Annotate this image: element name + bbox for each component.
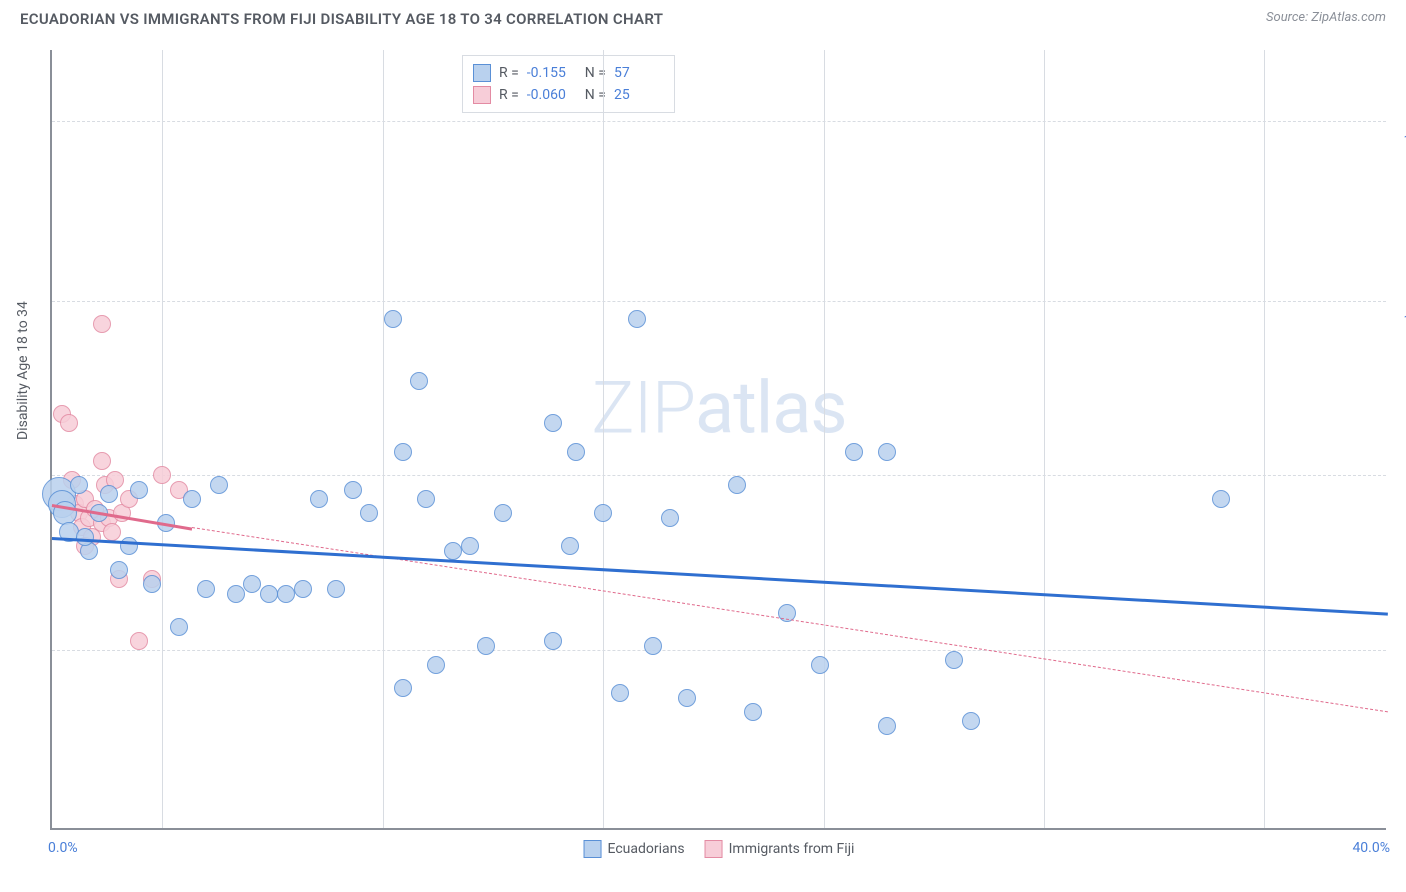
data-point-pink bbox=[93, 452, 111, 470]
gridline-v bbox=[1264, 50, 1265, 828]
legend-item-blue: Ecuadorians bbox=[584, 840, 685, 858]
correlation-legend: R = -0.155 N = 57 R = -0.060 N = 25 bbox=[462, 55, 675, 113]
data-point-blue bbox=[962, 712, 980, 730]
data-point-pink bbox=[60, 414, 78, 432]
data-point-blue bbox=[384, 310, 402, 328]
watermark: ZIPatlas bbox=[591, 365, 846, 450]
data-point-blue bbox=[567, 443, 585, 461]
y-tick-label: 11.2% bbox=[1391, 313, 1406, 329]
data-point-blue bbox=[170, 618, 188, 636]
data-point-blue bbox=[294, 580, 312, 598]
data-point-blue bbox=[243, 575, 261, 593]
n-value-pink: 25 bbox=[614, 87, 664, 103]
x-max-label: 40.0% bbox=[1352, 840, 1390, 856]
data-point-pink bbox=[93, 315, 111, 333]
data-point-blue bbox=[260, 585, 278, 603]
data-point-pink bbox=[153, 466, 171, 484]
r-value-blue: -0.155 bbox=[527, 65, 577, 81]
data-point-blue bbox=[210, 476, 228, 494]
data-point-blue bbox=[427, 656, 445, 674]
data-point-blue bbox=[845, 443, 863, 461]
watermark-left: ZIP bbox=[591, 365, 695, 450]
source-label: Source: ZipAtlas.com bbox=[1266, 10, 1386, 28]
gridline-v bbox=[1044, 50, 1045, 828]
gridline-h bbox=[52, 650, 1386, 651]
swatch-pink-icon bbox=[705, 840, 723, 858]
data-point-blue bbox=[661, 509, 679, 527]
data-point-blue bbox=[70, 476, 88, 494]
data-point-blue bbox=[310, 490, 328, 508]
n-value-blue: 57 bbox=[614, 65, 664, 81]
data-point-blue bbox=[811, 656, 829, 674]
data-point-blue bbox=[394, 443, 412, 461]
swatch-pink-icon bbox=[473, 86, 491, 104]
data-point-blue bbox=[544, 414, 562, 432]
legend-row-pink: R = -0.060 N = 25 bbox=[473, 84, 664, 106]
data-point-pink bbox=[103, 523, 121, 541]
series-name-pink: Immigrants from Fiji bbox=[729, 841, 855, 857]
data-point-blue bbox=[344, 481, 362, 499]
data-point-blue bbox=[197, 580, 215, 598]
series-name-blue: Ecuadorians bbox=[608, 841, 685, 857]
y-tick-label: 7.5% bbox=[1391, 487, 1406, 503]
gridline-v bbox=[603, 50, 604, 828]
data-point-blue bbox=[878, 717, 896, 735]
gridline-v bbox=[162, 50, 163, 828]
data-point-blue bbox=[76, 528, 94, 546]
data-point-blue bbox=[494, 504, 512, 522]
chart-plot-area: ZIPatlas R = -0.155 N = 57 R = -0.060 N … bbox=[50, 50, 1386, 830]
data-point-blue bbox=[628, 310, 646, 328]
data-point-blue bbox=[644, 637, 662, 655]
data-point-blue bbox=[100, 485, 118, 503]
data-point-blue bbox=[728, 476, 746, 494]
data-point-blue bbox=[461, 537, 479, 555]
data-point-blue bbox=[678, 689, 696, 707]
data-point-blue bbox=[410, 372, 428, 390]
y-axis-label: Disability Age 18 to 34 bbox=[15, 301, 31, 440]
data-point-blue bbox=[143, 575, 161, 593]
data-point-blue bbox=[594, 504, 612, 522]
r-label: R = bbox=[499, 65, 519, 81]
x-min-label: 0.0% bbox=[48, 840, 78, 856]
data-point-blue bbox=[611, 684, 629, 702]
data-point-blue bbox=[327, 580, 345, 598]
r-value-pink: -0.060 bbox=[527, 87, 577, 103]
chart-title: ECUADORIAN VS IMMIGRANTS FROM FIJI DISAB… bbox=[20, 10, 663, 28]
data-point-blue bbox=[130, 481, 148, 499]
data-point-blue bbox=[417, 490, 435, 508]
gridline-h bbox=[52, 121, 1386, 122]
data-point-blue bbox=[227, 585, 245, 603]
data-point-blue bbox=[183, 490, 201, 508]
data-point-pink bbox=[130, 632, 148, 650]
data-point-blue bbox=[444, 542, 462, 560]
data-point-blue bbox=[277, 585, 295, 603]
data-point-blue bbox=[945, 651, 963, 669]
gridline-h bbox=[52, 301, 1386, 302]
legend-row-blue: R = -0.155 N = 57 bbox=[473, 62, 664, 84]
data-point-blue bbox=[110, 561, 128, 579]
gridline-v bbox=[383, 50, 384, 828]
data-point-blue bbox=[477, 637, 495, 655]
gridline-v bbox=[824, 50, 825, 828]
data-point-blue bbox=[878, 443, 896, 461]
y-tick-label: 3.8% bbox=[1391, 662, 1406, 678]
legend-item-pink: Immigrants from Fiji bbox=[705, 840, 855, 858]
data-point-blue bbox=[744, 703, 762, 721]
swatch-blue-icon bbox=[584, 840, 602, 858]
series-legend: Ecuadorians Immigrants from Fiji bbox=[584, 840, 855, 858]
data-point-blue bbox=[544, 632, 562, 650]
data-point-blue bbox=[561, 537, 579, 555]
gridline-h bbox=[52, 475, 1386, 476]
data-point-blue bbox=[394, 679, 412, 697]
r-label: R = bbox=[499, 87, 519, 103]
data-point-blue bbox=[360, 504, 378, 522]
data-point-blue bbox=[1212, 490, 1230, 508]
swatch-blue-icon bbox=[473, 64, 491, 82]
y-tick-label: 15.0% bbox=[1391, 133, 1406, 149]
